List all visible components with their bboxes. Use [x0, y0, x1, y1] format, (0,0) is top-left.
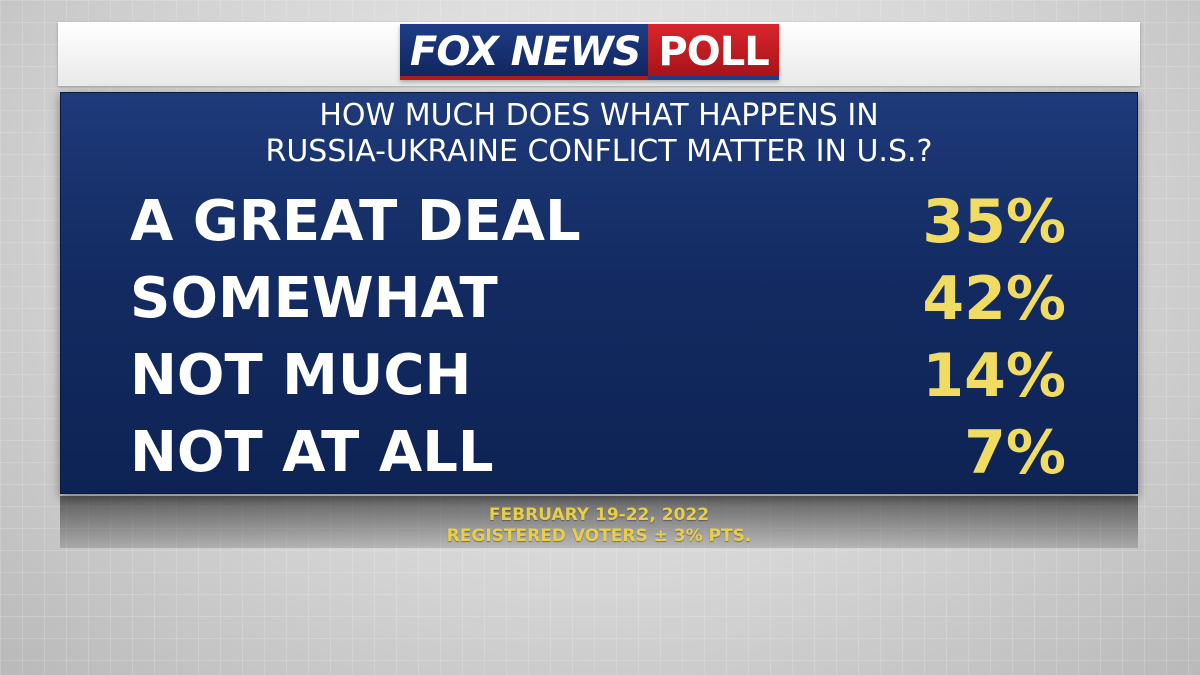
- result-label: SOMEWHAT: [130, 266, 498, 331]
- result-row: A GREAT DEAL 35%: [60, 186, 1138, 258]
- result-label: NOT AT ALL: [130, 420, 494, 485]
- poll-footer: FEBRUARY 19-22, 2022 REGISTERED VOTERS ±…: [60, 505, 1138, 547]
- logo-poll: POLL: [648, 24, 779, 80]
- poll-question-line-1: HOW MUCH DOES WHAT HAPPENS IN: [319, 98, 879, 133]
- result-value: 42%: [922, 264, 1066, 334]
- poll-question-line-2: RUSSIA-UKRAINE CONFLICT MATTER IN U.S.?: [265, 134, 933, 169]
- poll-dates: FEBRUARY 19-22, 2022: [488, 505, 710, 525]
- result-row: NOT AT ALL 7%: [60, 417, 1138, 489]
- result-value: 14%: [922, 341, 1066, 411]
- result-value: 35%: [922, 187, 1066, 257]
- result-row: NOT MUCH 14%: [60, 340, 1138, 412]
- result-row: SOMEWHAT 42%: [60, 263, 1138, 335]
- result-label: NOT MUCH: [130, 343, 472, 408]
- poll-sample: REGISTERED VOTERS ± 3% PTS.: [446, 526, 752, 546]
- poll-panel: [60, 92, 1138, 494]
- result-value: 7%: [964, 418, 1066, 488]
- logo-fox-news: FOX NEWS: [400, 24, 649, 80]
- poll-question: HOW MUCH DOES WHAT HAPPENS IN RUSSIA-UKR…: [60, 98, 1138, 170]
- fox-news-poll-logo: FOX NEWS POLL: [400, 24, 779, 80]
- result-label: A GREAT DEAL: [130, 189, 581, 254]
- footer-band: [60, 496, 1138, 548]
